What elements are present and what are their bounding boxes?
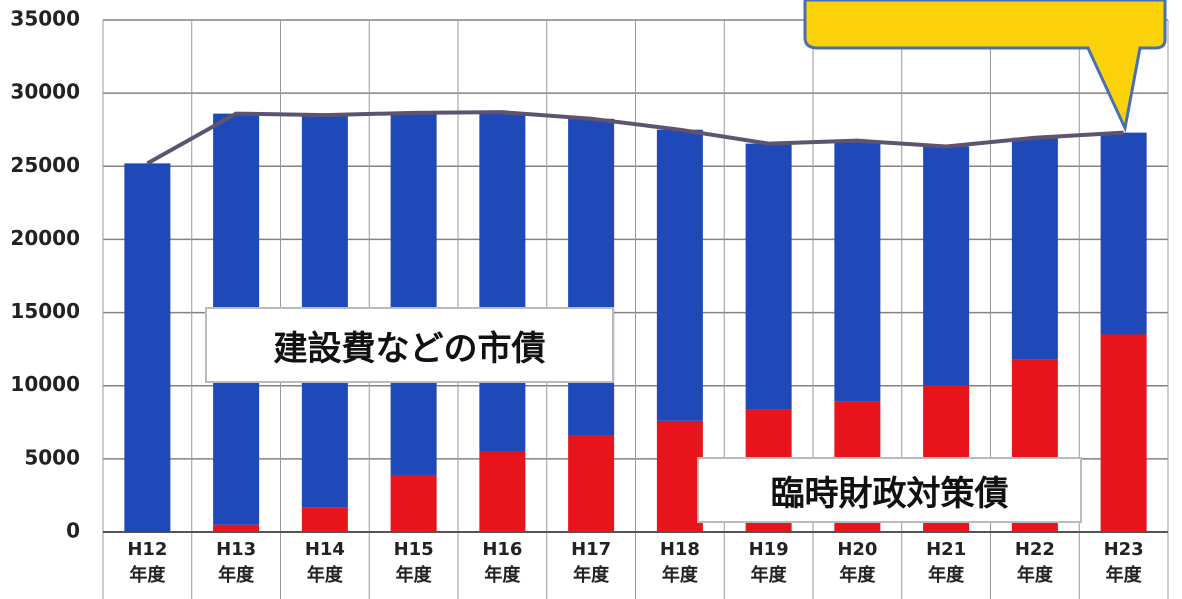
bar (568, 118, 615, 436)
bar (479, 451, 526, 532)
x-tick-label: H23年度 (1103, 539, 1144, 586)
bar (390, 474, 437, 532)
legend-red: 臨時財政対策債 (697, 457, 1082, 523)
bar (834, 140, 881, 402)
x-tick-label: H17年度 (571, 539, 612, 586)
legend-blue: 建設費などの市債 (205, 307, 614, 383)
bar (1011, 137, 1058, 360)
total-line (146, 110, 1124, 166)
bar (656, 129, 703, 421)
bar (923, 146, 970, 386)
bar (1100, 132, 1147, 335)
x-tick-label: H20年度 (837, 539, 878, 586)
x-tick-label: H18年度 (659, 539, 700, 586)
y-tick-label: 20000 (10, 226, 80, 250)
y-tick-label: 35000 (10, 7, 80, 31)
x-tick-label: H12年度 (127, 539, 168, 586)
bar (568, 435, 615, 532)
y-tick-label: 10000 (10, 372, 80, 396)
x-tick-label: H16年度 (482, 539, 523, 586)
bar (124, 163, 171, 533)
y-tick-label: 0 (66, 519, 80, 543)
bar (745, 143, 792, 410)
y-tick-label: 25000 (10, 153, 80, 177)
y-tick-label: 5000 (24, 445, 80, 469)
bar (301, 507, 348, 532)
bar (656, 420, 703, 532)
y-tick-label: 30000 (10, 80, 80, 104)
bar (213, 524, 260, 532)
callout (803, 0, 1167, 133)
y-tick-label: 15000 (10, 299, 80, 323)
x-tick-label: H13年度 (216, 539, 257, 586)
x-tick-label: H19年度 (748, 539, 789, 586)
bar (390, 112, 437, 475)
x-tick-label: H15年度 (393, 539, 434, 586)
x-tick-label: H14年度 (304, 539, 345, 586)
x-tick-label: H22年度 (1014, 539, 1055, 586)
x-tick-label: H21年度 (926, 539, 967, 586)
bar (1100, 334, 1147, 532)
bar (479, 112, 526, 452)
